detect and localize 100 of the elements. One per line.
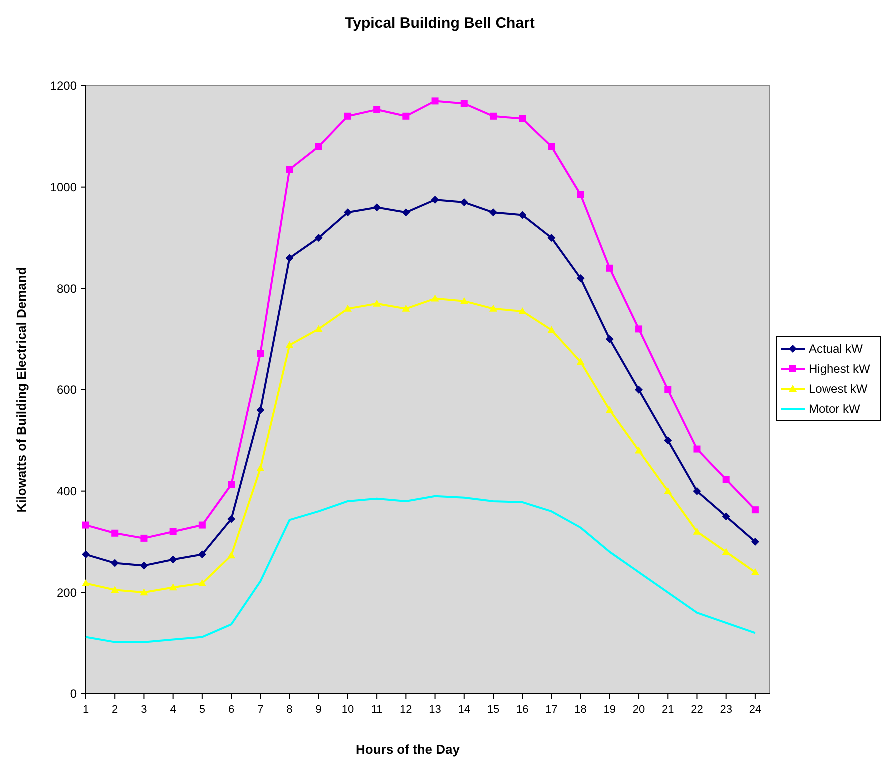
point — [140, 562, 148, 570]
point — [548, 326, 556, 334]
point — [694, 446, 701, 453]
point — [402, 112, 410, 120]
x-tick-label: 16 — [516, 704, 529, 716]
x-tick-label: 20 — [632, 704, 646, 716]
x-tick-label: 13 — [429, 704, 442, 716]
point — [722, 476, 730, 484]
y-tick-label: 200 — [56, 586, 78, 600]
x-tick-label: 23 — [720, 704, 732, 716]
point — [286, 166, 294, 174]
point — [82, 580, 90, 587]
point — [576, 274, 585, 283]
point — [431, 196, 440, 204]
point — [489, 304, 498, 312]
point — [82, 550, 90, 559]
point — [635, 446, 644, 454]
y-tick-label: 800 — [56, 282, 78, 296]
x-tick-label: 15 — [487, 704, 500, 716]
point — [198, 580, 206, 587]
x-tick-label: 7 — [258, 704, 264, 716]
x-axis-title: Hours of the Day — [356, 742, 461, 757]
y-tick-label: 400 — [56, 484, 78, 499]
point — [722, 548, 730, 556]
x-tick-label: 9 — [316, 704, 322, 716]
point — [693, 528, 702, 535]
point — [373, 300, 382, 307]
point — [140, 588, 148, 596]
point — [198, 522, 206, 529]
point — [664, 487, 672, 494]
point — [460, 100, 468, 108]
point — [519, 115, 526, 122]
x-tick-label: 2 — [112, 704, 118, 716]
x-tick-label: 3 — [141, 704, 148, 716]
point — [170, 528, 177, 536]
point — [256, 406, 265, 414]
point — [140, 534, 148, 542]
x-tick-label: 19 — [604, 704, 616, 716]
x-tick-label: 10 — [342, 704, 354, 716]
x-tick-label: 8 — [286, 704, 293, 716]
x-tick-label: 4 — [170, 704, 176, 716]
y-tick-label: 1000 — [50, 180, 78, 195]
point — [228, 481, 236, 488]
point — [664, 386, 672, 394]
point — [693, 487, 702, 496]
point — [460, 297, 468, 304]
point — [286, 254, 294, 262]
point — [432, 98, 439, 105]
point — [256, 464, 265, 472]
point — [606, 406, 614, 414]
point — [373, 204, 382, 212]
point — [344, 112, 352, 120]
y-tick-label: 600 — [56, 383, 78, 398]
point — [402, 208, 410, 217]
point — [518, 211, 527, 220]
point — [635, 386, 644, 394]
point — [722, 512, 730, 521]
legend-label: Lowest kW — [809, 382, 868, 396]
point — [111, 586, 120, 594]
x-tick-label: 21 — [662, 704, 674, 716]
point — [752, 506, 759, 514]
point — [228, 515, 236, 524]
point — [490, 112, 497, 120]
point — [82, 522, 90, 529]
point — [112, 530, 119, 537]
point — [548, 234, 556, 242]
x-tick-label: 17 — [546, 704, 558, 716]
x-tick-label: 18 — [574, 704, 587, 716]
x-tick-label: 12 — [400, 704, 412, 716]
legend-label: Highest kW — [809, 362, 872, 376]
point — [169, 556, 178, 564]
x-tick-label: 1 — [82, 704, 90, 716]
x-tick-label: 14 — [458, 704, 471, 716]
x-tick-label: 24 — [749, 704, 762, 716]
y-tick-label: 1200 — [50, 79, 78, 94]
point — [489, 208, 498, 217]
legend-label: Motor kW — [809, 402, 862, 416]
x-tick-label: 22 — [691, 704, 704, 716]
point — [751, 538, 760, 546]
point — [606, 335, 614, 344]
chart-title: Typical Building Bell Chart — [345, 15, 535, 32]
point — [257, 350, 264, 358]
point — [636, 326, 643, 333]
point — [664, 436, 672, 445]
point — [374, 106, 381, 114]
x-tick-label: 5 — [199, 704, 206, 716]
point — [460, 198, 468, 207]
point — [169, 584, 178, 591]
point — [576, 358, 585, 366]
x-tick-label: 6 — [228, 704, 235, 716]
point — [548, 143, 556, 150]
point — [431, 294, 440, 302]
point — [198, 550, 206, 559]
point — [577, 191, 584, 198]
point — [606, 264, 614, 272]
point — [228, 552, 236, 559]
point — [402, 304, 410, 312]
point — [286, 341, 294, 348]
point — [344, 208, 352, 217]
x-tick-label: 11 — [371, 704, 383, 716]
